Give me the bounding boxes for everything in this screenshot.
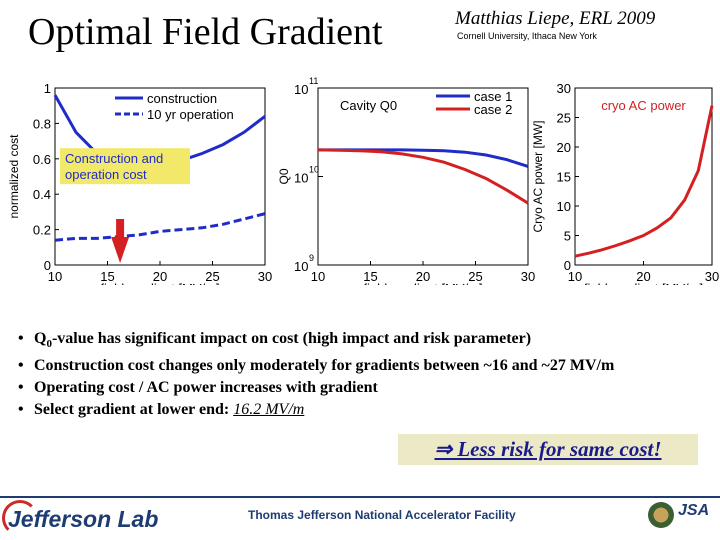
y-tick-label-3: 15 (557, 170, 571, 185)
slide-affiliation: Cornell University, Ithaca New York (457, 31, 597, 41)
bullet-list: • Q0-value has significant impact on cos… (18, 328, 718, 421)
y-tick-label-1: 1 (44, 81, 51, 96)
selected-gradient: 16.2 MV/m (233, 401, 305, 419)
x-axis-label-2: field gradient [MV/m] (363, 281, 482, 285)
x-tick-label-3: 10 (568, 269, 582, 284)
x-tick-label-2: 30 (521, 269, 535, 284)
annotation-line-2: operation cost (65, 167, 147, 182)
x-tick-label-1: 10 (48, 269, 62, 284)
y-tick-label-1: 0.8 (33, 116, 51, 131)
bullet-text: -value has significant impact on cost (h… (51, 330, 532, 347)
footer-bar: Jefferson Lab Thomas Jefferson National … (0, 496, 720, 540)
legend-title-2: Cavity Q0 (340, 98, 397, 113)
selection-arrow-icon (111, 237, 130, 263)
x-tick-label-3: 20 (636, 269, 650, 284)
x-tick-label-1: 30 (258, 269, 272, 284)
y-tick-base-2: 10 (294, 82, 308, 97)
series-line-3-0 (574, 105, 714, 258)
legend-label-1: construction (147, 91, 217, 106)
bullet-text: Operating cost / AC power increases with… (34, 379, 378, 397)
y-tick-label-1: 0.2 (33, 223, 51, 238)
x-tick-label-1: 20 (153, 269, 167, 284)
annotation-line-1: Construction and (65, 151, 163, 166)
annotation-box-1 (60, 148, 190, 185)
bullet-item-select: • Select gradient at lower end: 16.2 MV/… (18, 399, 718, 421)
jefferson-lab-swoosh-icon (2, 500, 38, 536)
x-tick-label-2: 20 (416, 269, 430, 284)
y-tick-label-1: 0.4 (33, 187, 51, 202)
footer-divider (0, 496, 720, 498)
legend-label-1: 10 yr operation (147, 107, 234, 122)
y-tick-label-3: 30 (557, 81, 571, 96)
charts-panel: 1015202530field gradient [MV/m]00.20.40.… (7, 76, 719, 285)
selection-arrow-shaft (116, 219, 125, 239)
x-tick-label-3: 30 (705, 269, 719, 284)
y-tick-label-3: 25 (557, 111, 571, 126)
bullet-item-operating: • Operating cost / AC power increases wi… (18, 377, 718, 399)
facility-name: Thomas Jefferson National Accelerator Fa… (248, 508, 516, 522)
y-tick-base-2: 10 (294, 171, 308, 186)
y-axis-label-1: normalized cost (7, 134, 21, 219)
callout-box: ⇒ Less risk for same cost! (398, 434, 698, 465)
jefferson-lab-logo: Jefferson Lab (8, 506, 159, 532)
y-axis-label-2: Q0 (277, 168, 291, 184)
bullet-glyph: • (18, 330, 24, 347)
series-line-1-1 (54, 212, 266, 242)
legend-title-3: cryo AC power (601, 98, 686, 113)
y-tick-exponent-2: 10 (309, 165, 319, 175)
slide-title: Optimal Field Gradient (28, 11, 383, 53)
x-tick-label-2: 15 (363, 269, 377, 284)
y-tick-label-3: 0 (564, 258, 571, 273)
plot-frame-3 (574, 87, 713, 266)
jsa-logo: JSA (678, 502, 710, 519)
bullet-subscript: 0 (46, 338, 52, 351)
y-tick-label-3: 10 (557, 199, 571, 214)
doe-seal-icon (648, 502, 674, 528)
bullet-text: Construction cost changes only moderatel… (34, 357, 615, 375)
bullet-glyph: • (18, 401, 24, 419)
y-tick-base-2: 10 (294, 259, 308, 274)
x-tick-label-2: 10 (311, 269, 325, 284)
y-axis-label-3: Cryo AC power [MW] (531, 120, 545, 232)
callout-text: ⇒ Less risk for same cost! (434, 437, 662, 461)
bullet-prefix: Q (34, 330, 47, 347)
x-axis-label-1: field gradient [MV/m] (100, 281, 219, 285)
bullet-text: Select gradient at lower end: (34, 401, 234, 419)
legend-label-2: case 2 (474, 102, 512, 117)
slide-author: Matthias Liepe, ERL 2009 (455, 8, 656, 29)
legend-label-2: case 1 (474, 89, 512, 104)
bullet-glyph: • (18, 357, 24, 375)
bullet-item-q0: • Q0-value has significant impact on cos… (18, 328, 718, 355)
x-axis-label-3: field gradient [MV/m] (584, 281, 703, 285)
y-tick-label-3: 20 (557, 140, 571, 155)
bullet-item-construction: • Construction cost changes only moderat… (18, 355, 718, 377)
x-tick-label-1: 25 (205, 269, 219, 284)
x-tick-label-1: 15 (100, 269, 114, 284)
x-tick-label-2: 25 (468, 269, 482, 284)
bullet-glyph: • (18, 379, 24, 397)
y-tick-label-3: 5 (564, 229, 571, 244)
series-line-2-1 (317, 148, 529, 205)
y-tick-exponent-2: 11 (309, 76, 318, 86)
y-tick-exponent-2: 9 (309, 253, 314, 263)
y-tick-label-1: 0 (44, 258, 51, 273)
y-tick-label-1: 0.6 (33, 152, 51, 167)
